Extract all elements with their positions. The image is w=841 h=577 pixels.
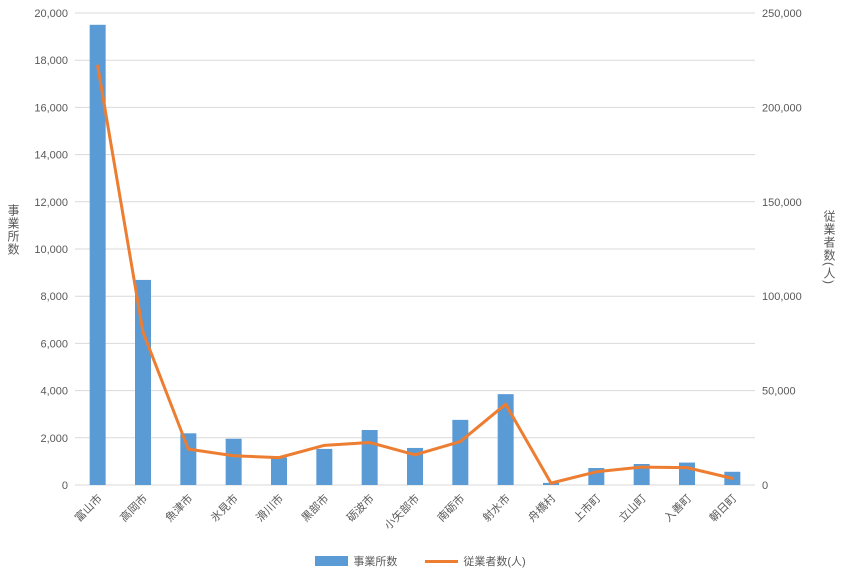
x-axis-category-label: 上市町 xyxy=(570,491,603,524)
bar-series-swatch xyxy=(315,556,349,566)
line-series xyxy=(96,64,734,485)
legend-item-line: 従業者数(人) xyxy=(425,553,526,569)
bar xyxy=(316,448,333,485)
left-axis-tick-label: 16,000 xyxy=(34,102,68,114)
x-axis-category-label: 射水市 xyxy=(480,491,513,524)
x-axis-category-label: 朝日町 xyxy=(707,492,740,525)
x-axis-category-label: 入善町 xyxy=(661,491,694,524)
line-series-swatch xyxy=(425,559,459,563)
bar xyxy=(89,24,106,486)
right-axis-tick-label: 50,000 xyxy=(762,386,796,398)
x-axis-category-label: 氷見市 xyxy=(208,491,241,524)
x-axis-category-label: 富山市 xyxy=(72,491,105,524)
x-axis-category-label: 滑川市 xyxy=(253,491,286,524)
legend: 事業所数 従業者数(人) xyxy=(0,553,841,569)
left-axis-tick-label: 14,000 xyxy=(34,150,68,162)
left-axis-tick-label: 4,000 xyxy=(40,386,68,398)
legend-item-bar: 事業所数 xyxy=(315,553,397,569)
bar xyxy=(361,430,378,485)
bar xyxy=(180,433,197,485)
x-axis-category-label: 砺波市 xyxy=(344,491,377,524)
x-axis-category-label: 舟橋村 xyxy=(525,491,558,524)
left-axis-tick-label: 10,000 xyxy=(34,244,68,256)
legend-label-bar: 事業所数 xyxy=(353,556,398,568)
right-axis-tick-label: 200,000 xyxy=(762,102,802,114)
bar xyxy=(225,438,242,485)
right-axis-tick-label: 100,000 xyxy=(762,291,802,303)
left-axis-tick-label: 6,000 xyxy=(40,338,68,350)
bar xyxy=(633,463,650,485)
bar xyxy=(407,447,423,485)
left-axis-tick-label: 8,000 xyxy=(40,291,68,303)
bar xyxy=(135,279,151,485)
right-axis-tick-label: 0 xyxy=(762,480,768,492)
left-axis-tick-label: 12,000 xyxy=(34,197,68,209)
x-axis-category-label: 南砺市 xyxy=(434,491,467,524)
x-axis-category-label: 魚津市 xyxy=(162,491,195,524)
bar xyxy=(271,457,287,485)
left-axis-tick-label: 20,000 xyxy=(34,8,68,20)
right-axis-tick-label: 150,000 xyxy=(762,197,802,209)
bar xyxy=(452,419,469,485)
x-axis-category-label: 小矢部市 xyxy=(381,491,422,532)
bar xyxy=(679,462,695,485)
left-axis-title: 事業所数 xyxy=(6,204,20,256)
x-axis-category-label: 立山町 xyxy=(616,491,649,524)
left-axis-tick-label: 0 xyxy=(62,480,68,492)
x-axis-category-label: 高岡市 xyxy=(117,491,150,524)
left-axis-tick-label: 18,000 xyxy=(34,55,68,67)
left-axis-tick-label: 2,000 xyxy=(40,433,68,445)
right-axis-title: 従業者数(人) xyxy=(822,210,836,285)
x-axis-category-label: 黒部市 xyxy=(298,491,331,524)
right-axis-tick-label: 250,000 xyxy=(762,8,802,20)
legend-label-line: 従業者数(人) xyxy=(463,556,526,568)
bar xyxy=(497,394,514,485)
